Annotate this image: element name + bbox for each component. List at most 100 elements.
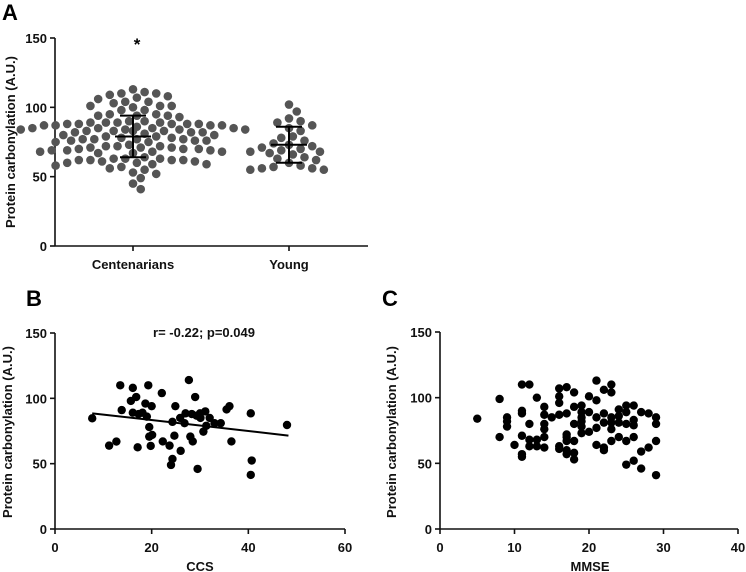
- data-point: [273, 118, 282, 127]
- data-point: [155, 154, 165, 163]
- data-point: [182, 119, 192, 129]
- regression-line: [92, 412, 289, 437]
- data-point: [132, 158, 142, 168]
- data-point: [607, 388, 616, 397]
- data-point: [105, 90, 115, 100]
- data-point: [51, 137, 60, 147]
- data-point: [229, 123, 238, 133]
- data-point: [607, 418, 616, 427]
- x-axis-label-c: MMSE: [571, 559, 610, 572]
- data-point: [273, 154, 282, 163]
- data-point: [225, 401, 234, 411]
- data-point: [622, 419, 631, 429]
- y-tick-label: 150: [25, 326, 47, 341]
- data-point: [592, 376, 601, 385]
- data-point: [101, 141, 111, 151]
- data-point: [93, 111, 103, 120]
- data-point: [93, 148, 103, 158]
- data-point: [101, 132, 111, 141]
- data-point: [170, 431, 179, 440]
- data-point: [117, 405, 126, 415]
- data-point: [109, 98, 118, 108]
- data-point: [179, 134, 188, 144]
- y-tick-label: 100: [25, 391, 47, 406]
- data-point: [269, 139, 278, 148]
- y-tick-label: 100: [25, 100, 47, 115]
- y-tick-label: 150: [25, 31, 47, 46]
- data-point: [319, 165, 329, 175]
- data-point: [217, 147, 227, 157]
- data-point: [74, 144, 84, 154]
- data-point: [136, 143, 146, 152]
- data-point: [168, 454, 177, 464]
- data-point: [307, 121, 317, 130]
- data-point: [247, 456, 256, 465]
- data-point: [117, 162, 126, 172]
- data-point: [592, 396, 601, 405]
- y-tick-label: 50: [33, 170, 47, 185]
- data-point: [194, 144, 204, 154]
- data-point: [70, 127, 80, 137]
- data-point: [148, 159, 157, 169]
- data-point: [540, 410, 549, 419]
- data-point: [525, 419, 534, 429]
- data-point: [296, 126, 305, 136]
- data-point: [132, 392, 141, 402]
- data-point: [59, 130, 68, 140]
- data-point: [607, 380, 616, 389]
- data-point: [555, 384, 564, 393]
- data-point: [607, 424, 616, 434]
- data-point: [629, 432, 638, 442]
- data-point: [88, 414, 97, 423]
- data-point: [97, 157, 107, 166]
- data-point: [246, 409, 255, 418]
- data-point: [112, 437, 121, 446]
- data-point: [532, 435, 542, 444]
- data-point: [607, 436, 616, 446]
- data-point: [147, 430, 157, 440]
- data-point: [86, 143, 95, 152]
- data-point: [171, 401, 180, 411]
- x-tick-label: 0: [436, 540, 443, 555]
- data-point: [599, 446, 609, 455]
- data-point: [193, 464, 202, 474]
- data-point: [190, 157, 200, 166]
- data-point: [117, 105, 126, 115]
- data-point: [176, 446, 185, 456]
- data-point: [128, 383, 138, 393]
- data-point: [140, 116, 149, 126]
- data-point: [284, 114, 294, 123]
- data-point: [132, 93, 142, 102]
- data-point: [148, 123, 157, 133]
- data-point: [599, 409, 609, 418]
- data-point: [113, 118, 122, 127]
- data-point: [141, 399, 150, 408]
- data-point: [82, 126, 91, 136]
- y-tick-label: 0: [425, 522, 432, 537]
- data-point: [148, 147, 157, 157]
- data-point: [510, 440, 519, 450]
- data-point: [167, 155, 176, 165]
- data-point: [562, 449, 571, 459]
- y-axis-label-c: Protein carbonylation (A.U.): [384, 346, 399, 518]
- data-point: [133, 443, 142, 452]
- data-point: [39, 121, 49, 130]
- data-point: [311, 155, 321, 165]
- data-point: [74, 155, 84, 165]
- data-point: [246, 165, 255, 175]
- data-point: [167, 133, 176, 143]
- data-point: [246, 147, 255, 157]
- data-point: [555, 410, 564, 419]
- data-point: [210, 418, 219, 428]
- data-point: [175, 125, 184, 134]
- data-point: [120, 125, 130, 134]
- data-point: [276, 146, 286, 155]
- data-point: [292, 107, 302, 116]
- data-point: [93, 123, 103, 133]
- data-point: [194, 119, 204, 129]
- data-point: [636, 407, 646, 417]
- data-point: [495, 394, 504, 404]
- data-point: [614, 405, 623, 414]
- data-point: [532, 393, 542, 402]
